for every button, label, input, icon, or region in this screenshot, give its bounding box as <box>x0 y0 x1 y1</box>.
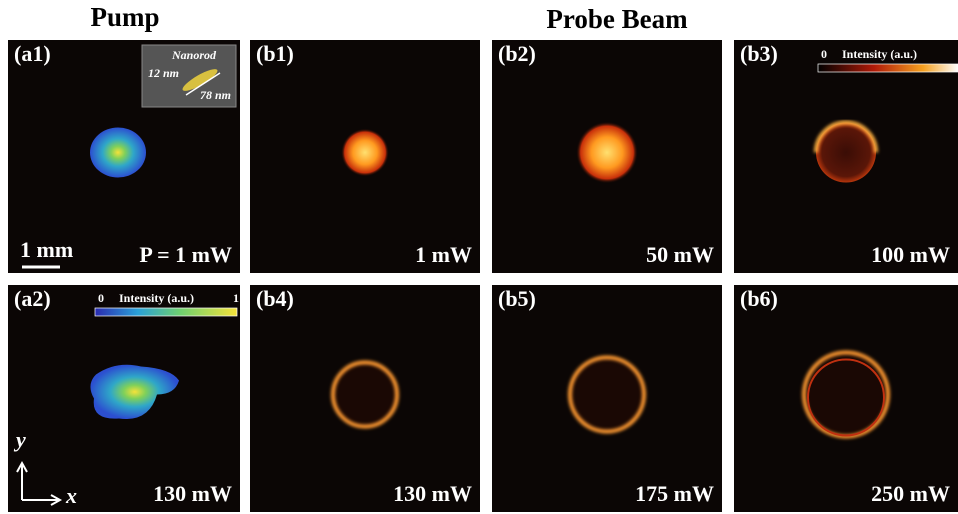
panel-label: (b4) <box>256 286 294 311</box>
panel-label: (b1) <box>256 41 294 66</box>
pump-spot <box>90 128 146 178</box>
inset-length: 78 nm <box>200 88 231 102</box>
panel-label: (b3) <box>740 41 778 66</box>
power-label: 175 mW <box>635 481 714 506</box>
colorbar-min: 0 <box>821 47 827 61</box>
power-label: 100 mW <box>871 242 950 267</box>
probe-spot <box>576 122 638 184</box>
axis-x: x <box>65 483 77 508</box>
colorbar-label: Intensity (a.u.) <box>842 47 917 61</box>
power-label: 130 mW <box>393 481 472 506</box>
panels: (a1) P = 1 mW (b1) 1 mW (b2) 50 mW (b3) 100 mW (… <box>8 40 958 512</box>
power-label: P = 1 mW <box>139 242 232 267</box>
power-label: 50 mW <box>646 242 714 267</box>
power-label: 130 mW <box>153 481 232 506</box>
panel-label: (b5) <box>498 286 536 311</box>
scale-label: 1 mm <box>20 237 73 262</box>
inset-width: 12 nm <box>148 66 179 80</box>
colorbar <box>95 308 237 316</box>
panel-label: (a1) <box>14 41 51 66</box>
probe-header: Probe Beam <box>546 4 688 34</box>
colorbar <box>818 64 958 72</box>
pump-header: Pump <box>90 2 159 32</box>
panel-label: (b2) <box>498 41 536 66</box>
figure: Pump Probe Beam (a1) P = 1 mW (b1) 1 mW (b2)… <box>0 0 958 514</box>
colorbar-max: 1 <box>233 291 239 305</box>
panel-label: (a2) <box>14 286 51 311</box>
colorbar-min: 0 <box>98 291 104 305</box>
power-label: 250 mW <box>871 481 950 506</box>
probe-spot <box>341 129 389 177</box>
power-label: 1 mW <box>415 242 472 267</box>
inset-title: Nanorod <box>171 48 217 62</box>
panel-label: (b6) <box>740 286 778 311</box>
colorbar-label: Intensity (a.u.) <box>119 291 194 305</box>
